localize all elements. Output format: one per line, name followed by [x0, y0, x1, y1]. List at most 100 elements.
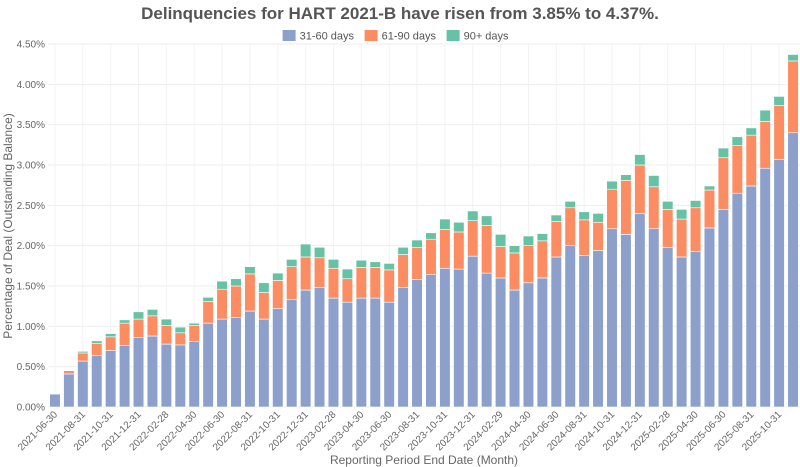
bar-segment-31-60-days — [355, 297, 367, 408]
bar-segment-31-60-days — [759, 167, 771, 408]
bar-segment-61-90-days — [745, 134, 757, 187]
bar-segment-90-days — [258, 282, 270, 293]
bar-segment-31-60-days — [703, 227, 716, 408]
bar-segment-61-90-days — [230, 285, 242, 318]
bar-segment-31-60-days — [272, 308, 284, 408]
y-tick-label: 1.00% — [17, 322, 45, 333]
y-tick-label: 2.50% — [17, 201, 45, 212]
legend-label: 90+ days — [464, 31, 509, 43]
bar-segment-61-90-days — [369, 267, 381, 299]
chart-title: Delinquencies for HART 2021-B have risen… — [141, 4, 659, 23]
bar-segment-61-90-days — [550, 221, 562, 258]
legend-label: 61-90 days — [382, 31, 437, 43]
bar-segment-61-90-days — [495, 246, 507, 279]
bar-segment-90-days — [481, 215, 493, 226]
x-axis-label: Reporting Period End Date (Month) — [330, 453, 518, 467]
bar-segment-90-days — [188, 322, 200, 326]
y-tick-label: 3.00% — [17, 161, 45, 172]
bar-segment-61-90-days — [383, 269, 395, 303]
y-tick-label: 1.50% — [17, 282, 45, 293]
bar-segment-90-days — [105, 333, 117, 338]
bar-segment-90-days — [327, 259, 340, 269]
bar-segment-31-60-days — [244, 310, 256, 408]
legend-item[interactable]: 31-60 days — [282, 30, 355, 43]
bar-segment-90-days — [564, 201, 576, 209]
bar-segment-90-days — [411, 239, 423, 248]
bar-segment-31-60-days — [634, 213, 646, 408]
bar-segment-90-days — [202, 296, 214, 302]
bar-segment-31-60-days — [508, 289, 521, 408]
bar-segment-61-90-days — [132, 318, 145, 338]
bar-segment-90-days — [467, 210, 479, 221]
bar-segment-90-days — [286, 259, 298, 267]
bar-segment-31-60-days — [689, 251, 702, 408]
bar-segment-90-days — [313, 246, 326, 259]
bar-segment-31-60-days — [63, 373, 75, 408]
bar-segment-90-days — [230, 278, 242, 287]
bar-segment-31-60-days — [495, 277, 507, 408]
bar-segment-61-90-days — [258, 292, 270, 320]
y-tick-label: 2.00% — [17, 241, 45, 252]
bar-segment-90-days — [132, 311, 145, 320]
bar-segment-31-60-days — [592, 250, 604, 408]
bar-segment-61-90-days — [202, 301, 214, 324]
bar-segment-31-60-days — [369, 297, 381, 408]
bar-segment-61-90-days — [411, 246, 423, 280]
bar-segment-31-60-days — [327, 297, 340, 408]
bar-segment-90-days — [369, 261, 381, 268]
bar-segment-31-60-days — [439, 267, 451, 408]
bar-segment-90-days — [759, 109, 771, 122]
legend-item[interactable]: 90+ days — [446, 30, 509, 43]
bar-segment-61-90-days — [91, 342, 103, 356]
bar-segment-90-days — [146, 309, 159, 317]
bar-segment-90-days — [703, 185, 716, 191]
bar-segment-31-60-days — [230, 317, 242, 408]
bar-segment-61-90-days — [773, 105, 785, 160]
bar-segment-31-60-days — [188, 341, 200, 408]
legend-swatch — [446, 30, 460, 41]
bar-segment-90-days — [341, 268, 353, 280]
bars — [49, 54, 799, 408]
bar-segment-90-days — [717, 147, 729, 159]
bar-segment-31-60-days — [216, 318, 228, 408]
bar-segment-61-90-days — [689, 207, 702, 252]
bar-segment-90-days — [550, 214, 562, 222]
bar-segment-61-90-days — [174, 332, 186, 346]
bar-segment-90-days — [689, 200, 702, 209]
bar-segment-90-days — [662, 201, 674, 210]
bar-segment-31-60-days — [578, 255, 590, 408]
bar-segment-31-60-days — [662, 246, 674, 408]
legend-item[interactable]: 61-90 days — [364, 30, 437, 43]
bar-segment-61-90-days — [188, 325, 200, 342]
bar-segment-61-90-days — [662, 209, 674, 248]
bar-segment-61-90-days — [676, 218, 688, 258]
bar-segment-90-days — [91, 340, 103, 344]
bar-segment-90-days — [522, 235, 535, 246]
bar-segment-90-days — [439, 218, 451, 230]
bar-segment-90-days — [397, 246, 409, 255]
bar-segment-90-days — [453, 221, 465, 233]
bar-segment-31-60-days — [773, 159, 785, 408]
y-tick-label: 0.00% — [17, 403, 45, 414]
bar-segment-31-60-days — [49, 393, 61, 408]
bar-segment-61-90-days — [286, 266, 298, 301]
bar-segment-61-90-days — [606, 188, 618, 230]
bar-segment-90-days — [174, 326, 186, 334]
legend-label: 31-60 days — [300, 31, 355, 43]
bar-segment-31-60-days — [648, 228, 660, 408]
bar-segment-31-60-days — [313, 287, 326, 408]
bar-segment-61-90-days — [453, 231, 465, 270]
bar-segment-90-days — [160, 318, 172, 326]
bar-segment-31-60-days — [160, 343, 172, 408]
bar-segment-31-60-days — [258, 318, 270, 408]
y-axis-label: Percentage of Deal (Outstanding Balance) — [1, 113, 15, 338]
bar-segment-90-days — [676, 209, 688, 220]
bar-segment-90-days — [425, 232, 437, 240]
bar-segment-90-days — [244, 266, 256, 275]
bar-segment-31-60-days — [787, 132, 799, 408]
y-tick-label: 0.50% — [17, 362, 45, 373]
bar-segment-31-60-days — [522, 282, 535, 408]
bar-segment-31-60-days — [397, 287, 409, 408]
bar-segment-61-90-days — [634, 164, 646, 214]
